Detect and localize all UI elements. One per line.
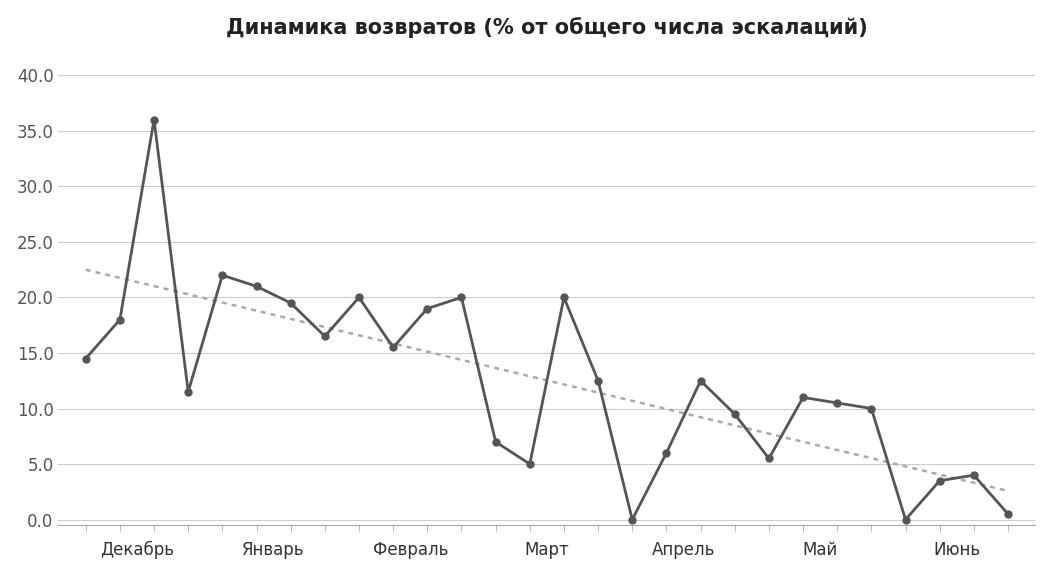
Title: Динамика возвратов (% от общего числа эскалаций): Динамика возвратов (% от общего числа эс… — [226, 17, 868, 37]
